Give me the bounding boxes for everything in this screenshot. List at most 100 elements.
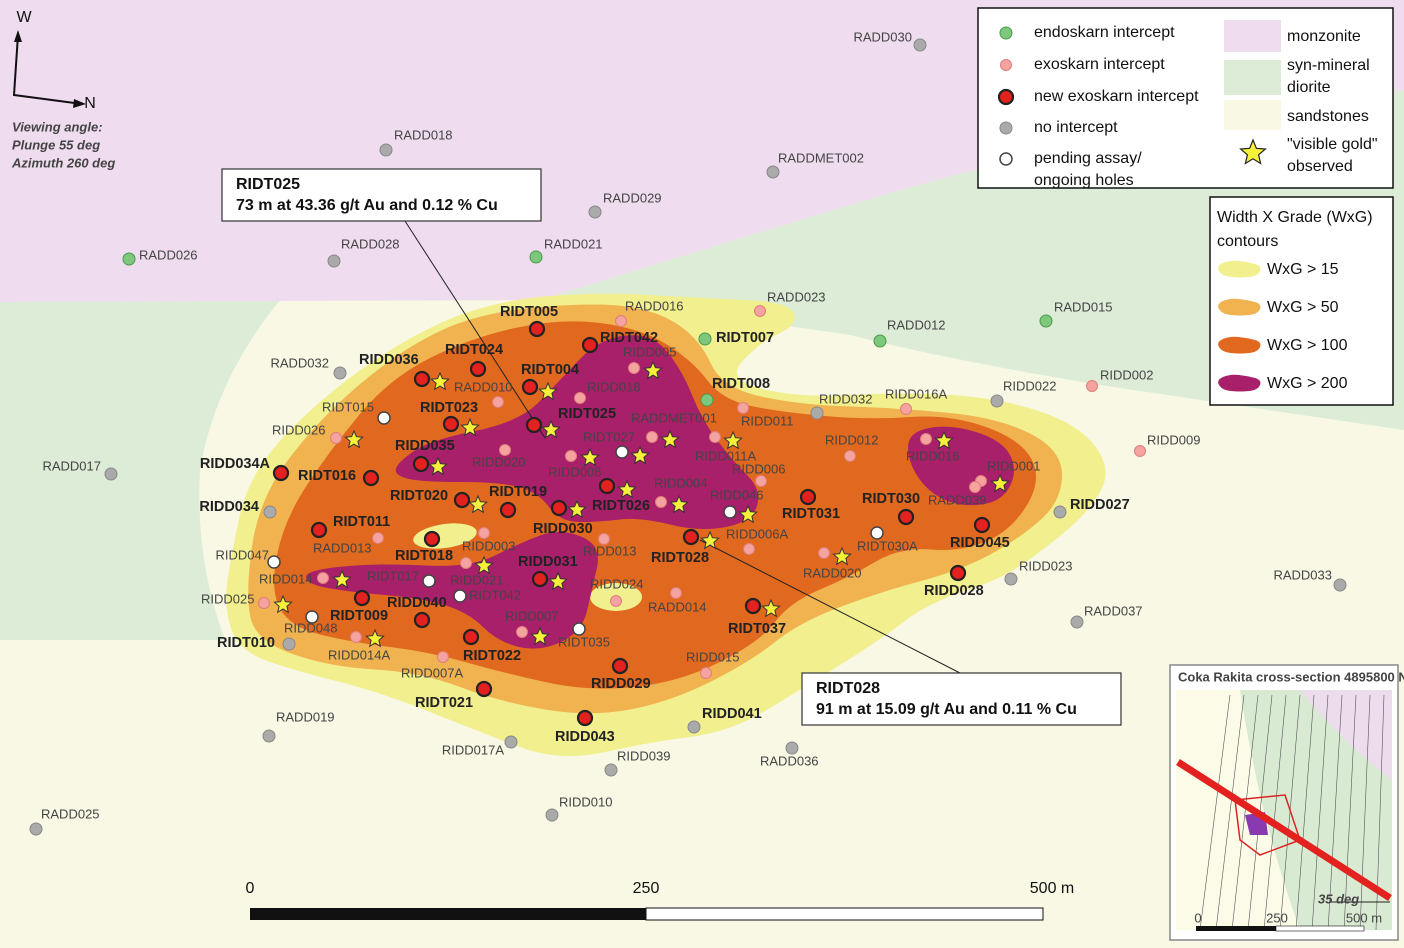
label: RIDT028 — [816, 680, 880, 697]
drillhole — [572, 622, 586, 636]
label: RADD013 — [313, 540, 372, 555]
label: RIDT021 — [415, 695, 473, 711]
label: WxG > 200 — [1267, 375, 1348, 392]
label: RIDD014 — [259, 571, 312, 586]
swatch-sandstone — [1224, 100, 1281, 130]
legend-marker — [999, 152, 1013, 166]
drillhole — [282, 637, 296, 651]
label: RIDT030A — [857, 538, 918, 553]
drillhole — [588, 205, 602, 219]
label: syn-mineral — [1287, 57, 1370, 74]
label: RADD021 — [544, 236, 603, 251]
label: RIDD006 — [732, 461, 785, 476]
drillhole — [317, 572, 329, 584]
drillhole — [353, 589, 371, 607]
drillhole — [262, 729, 276, 743]
drillhole — [330, 432, 342, 444]
drillhole — [598, 533, 610, 545]
inset-plane — [1176, 759, 1392, 901]
drillhole — [413, 370, 431, 388]
contour-200 — [908, 426, 1014, 506]
label: RADD023 — [767, 289, 826, 304]
label: RIDD013 — [583, 543, 636, 558]
compass — [12, 34, 83, 105]
drillhole — [529, 250, 543, 264]
callout-box — [221, 168, 542, 222]
label: RADDMET001 — [631, 410, 717, 425]
drillhole — [462, 628, 480, 646]
label: RIDD031 — [518, 554, 578, 570]
label: RIDD024 — [590, 576, 643, 591]
label: "visible gold" — [1287, 136, 1378, 153]
drillhole — [687, 720, 701, 734]
label: RIDD022 — [1003, 378, 1056, 393]
label: RADD025 — [41, 806, 100, 821]
label: RIDD023 — [1019, 558, 1072, 573]
label: RIDT022 — [463, 648, 521, 664]
drillhole — [628, 362, 640, 374]
legend-blob — [1218, 298, 1261, 316]
visible-gold-star — [580, 447, 600, 467]
label: RIDT004 — [521, 362, 579, 378]
drillhole — [574, 392, 586, 404]
label: RIDT011 — [333, 514, 390, 530]
label: RIDT028 — [651, 550, 709, 566]
label: RIDD004 — [654, 475, 707, 490]
visible-gold-star — [617, 479, 637, 499]
inset-hole — [1279, 694, 1301, 931]
drillhole — [723, 505, 737, 519]
callout-box — [801, 672, 1122, 726]
inset-scale-white — [1275, 925, 1365, 932]
drillhole — [525, 416, 543, 434]
label: contours — [1217, 233, 1278, 250]
label: RADD030 — [853, 29, 912, 44]
visible-gold-star — [273, 594, 293, 614]
label: 500 m — [1030, 880, 1074, 897]
drillhole — [698, 332, 712, 346]
drillhole — [737, 402, 749, 414]
drillhole — [531, 570, 549, 588]
label: RADD019 — [276, 709, 335, 724]
drillhole — [1070, 615, 1084, 629]
visible-gold-star — [530, 626, 550, 646]
label: RADD017 — [42, 458, 101, 473]
drillhole — [423, 530, 441, 548]
visible-gold-star — [567, 499, 587, 519]
drillhole — [460, 557, 472, 569]
drillhole — [969, 481, 981, 493]
label: RIDD014A — [328, 647, 390, 662]
label: new exoskarn intercept — [1034, 88, 1199, 105]
drillhole — [453, 589, 467, 603]
drillhole — [755, 475, 767, 487]
visible-gold-star — [643, 360, 663, 380]
drillhole — [267, 555, 281, 569]
label: WxG > 50 — [1267, 299, 1339, 316]
legend-marker — [999, 121, 1013, 135]
label: RIDD002 — [1100, 367, 1153, 382]
leader — [404, 220, 546, 439]
drillhole — [453, 491, 471, 509]
label: RADD033 — [1273, 567, 1332, 582]
label: RADD020 — [803, 565, 862, 580]
label: RIDT016 — [298, 468, 356, 484]
label: RIDT007 — [716, 330, 774, 346]
label: RIDD030 — [533, 521, 593, 537]
inset-scale-black — [1196, 926, 1276, 931]
visible-gold-star — [990, 473, 1010, 493]
drillhole — [305, 610, 319, 624]
drillhole — [818, 547, 830, 559]
label: monzonite — [1287, 28, 1361, 45]
visible-gold-star — [548, 571, 568, 591]
label: RIDT008 — [712, 376, 770, 392]
inset-diorite — [1240, 690, 1392, 930]
leader — [699, 539, 961, 674]
drillhole — [29, 822, 43, 836]
drillhole — [754, 305, 766, 317]
label: RIDD016 — [906, 448, 959, 463]
label: RIDD028 — [924, 583, 984, 599]
contour-200 — [306, 531, 598, 649]
drillhole — [379, 143, 393, 157]
legend-marker — [997, 88, 1015, 106]
inset-ore — [1234, 794, 1301, 856]
